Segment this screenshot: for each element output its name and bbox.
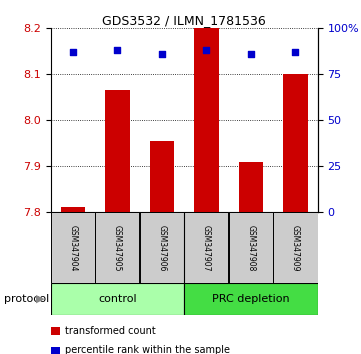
Bar [239,162,263,212]
Text: percentile rank within the sample: percentile rank within the sample [65,346,230,354]
Point [159,51,165,57]
Point [70,50,76,55]
Text: transformed count: transformed count [65,326,156,336]
Text: protocol: protocol [4,294,49,304]
Text: GSM347909: GSM347909 [291,224,300,271]
Point [248,51,254,57]
Text: ▶: ▶ [36,294,45,304]
Text: control: control [98,294,136,304]
Text: GSM347907: GSM347907 [202,224,211,271]
Text: PRC depletion: PRC depletion [212,294,290,304]
Bar [61,207,85,212]
Bar [229,212,273,283]
Bar [149,141,174,212]
Text: GSM347908: GSM347908 [247,224,255,271]
Bar [51,212,95,283]
Bar [95,212,139,283]
Point [292,50,298,55]
Point [114,47,120,53]
Bar [184,212,229,283]
Bar [283,74,308,212]
Text: GSM347904: GSM347904 [68,224,77,271]
Bar [51,283,184,315]
Bar [273,212,318,283]
Text: GSM347906: GSM347906 [157,224,166,271]
Bar [140,212,184,283]
Point [204,47,209,53]
Bar [184,283,318,315]
Text: GSM347905: GSM347905 [113,224,122,271]
Bar [105,91,130,212]
Bar [194,28,219,212]
Title: GDS3532 / ILMN_1781536: GDS3532 / ILMN_1781536 [102,14,266,27]
